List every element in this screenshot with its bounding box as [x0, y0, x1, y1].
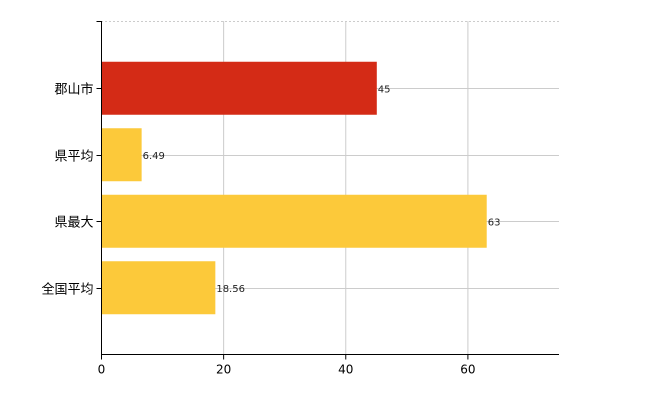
data-label: 6.49 — [143, 151, 165, 162]
data-label: 18.56 — [216, 284, 245, 295]
x-tick-label: 0 — [98, 363, 106, 377]
bar-1 — [102, 61, 377, 115]
x-tick-label: 20 — [216, 363, 231, 377]
data-label: 63 — [488, 217, 501, 228]
bar-layer — [102, 61, 487, 315]
bar-2 — [102, 128, 142, 182]
y-tick-label: 県平均 — [54, 150, 93, 165]
y-tick-label: 全国平均 — [41, 282, 93, 298]
y-tick-label: 県最大 — [54, 216, 93, 231]
bar-3 — [102, 194, 487, 248]
y-tick-label: 郡山市 — [54, 82, 93, 98]
bar-4 — [102, 261, 216, 315]
x-tick-label: 40 — [338, 363, 353, 377]
axis-layer — [96, 21, 559, 360]
data-label: 45 — [378, 84, 391, 95]
x-tick-label: 60 — [460, 363, 475, 377]
